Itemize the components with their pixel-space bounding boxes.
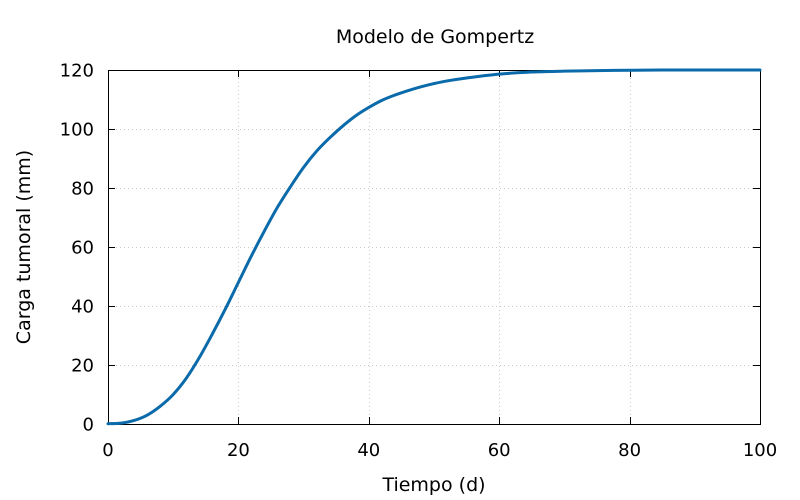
y-tick-label: 60 — [71, 238, 94, 259]
x-tick-label: 0 — [102, 440, 113, 461]
y-tick-label: 80 — [71, 179, 94, 200]
x-tick-label: 40 — [357, 440, 380, 461]
x-tick-label: 60 — [488, 440, 511, 461]
y-axis-label: Carga tumoral (mm) — [13, 150, 35, 344]
grid-lines — [108, 70, 760, 424]
plot-frame — [108, 70, 761, 425]
axis-ticks: 0 20 40 60 80 100 0 20 40 60 80 100 120 — [60, 61, 778, 462]
y-tick-label: 20 — [71, 356, 94, 377]
y-tick-label: 120 — [60, 61, 94, 82]
gompertz-curve — [106, 68, 762, 426]
y-tick-label: 40 — [71, 297, 94, 318]
chart-title: Modelo de Gompertz — [336, 26, 534, 48]
x-axis-label: Tiempo (d) — [381, 474, 485, 496]
x-tick-label: 80 — [618, 440, 641, 461]
y-tick-label: 100 — [60, 120, 94, 141]
x-tick-label: 20 — [227, 440, 250, 461]
series-layer — [106, 68, 762, 426]
x-tick-label: 100 — [743, 440, 777, 461]
y-tick-label: 0 — [83, 415, 94, 436]
